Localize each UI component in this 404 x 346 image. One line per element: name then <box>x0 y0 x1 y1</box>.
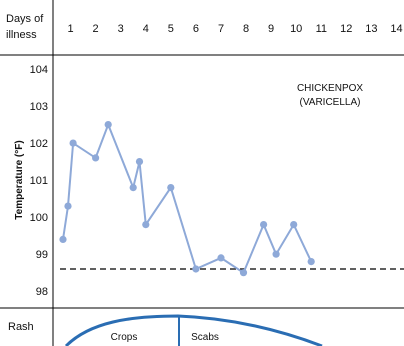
data-point <box>307 258 315 266</box>
day-tick-label: 1 <box>67 23 73 35</box>
day-tick-label: 2 <box>93 23 99 35</box>
rash-label: Rash <box>8 321 34 333</box>
data-point <box>92 154 100 162</box>
data-point <box>290 221 298 229</box>
y-tick-label: 103 <box>30 101 48 113</box>
day-tick-label: 9 <box>268 23 274 35</box>
day-tick-label: 6 <box>193 23 199 35</box>
y-tick-label: 101 <box>30 175 48 187</box>
data-point <box>135 158 144 166</box>
data-point <box>64 202 72 210</box>
day-tick-label: 8 <box>243 23 249 35</box>
y-tick-labels: 98 99 100 101 102 103 104 <box>30 64 48 298</box>
day-tick-labels: 1 2 3 4 5 6 7 8 9 10 11 12 13 14 <box>67 23 402 35</box>
data-point <box>260 221 268 229</box>
y-tick-label: 99 <box>36 249 48 261</box>
data-point <box>192 265 200 273</box>
temperature-series-line <box>62 121 313 275</box>
data-point <box>272 250 280 258</box>
y-tick-label: 104 <box>30 64 48 76</box>
y-tick-label: 102 <box>30 138 48 150</box>
temperature-points <box>59 121 315 277</box>
day-tick-label: 7 <box>218 23 224 35</box>
data-point <box>129 184 137 192</box>
disease-name: CHICKENPOX <box>297 83 363 94</box>
day-tick-label: 13 <box>365 23 377 35</box>
day-tick-label: 4 <box>143 23 149 35</box>
data-point <box>69 139 77 147</box>
day-tick-label: 14 <box>390 23 402 35</box>
data-point <box>167 184 175 192</box>
day-tick-label: 5 <box>168 23 174 35</box>
data-point <box>239 269 248 277</box>
days-of-illness-label: Days of <box>6 13 44 25</box>
day-tick-label: 3 <box>118 23 124 35</box>
day-tick-label: 10 <box>290 23 302 35</box>
disease-name-sub: (VARICELLA) <box>300 97 361 108</box>
y-tick-label: 100 <box>30 212 48 224</box>
day-tick-label: 12 <box>340 23 352 35</box>
data-point <box>104 121 112 129</box>
y-axis-title: Temperature (°F) <box>14 140 25 219</box>
crops-label: Crops <box>111 332 138 343</box>
days-of-illness-label-2: illness <box>6 29 37 41</box>
data-point <box>142 221 150 229</box>
y-tick-label: 98 <box>36 286 48 298</box>
scabs-label: Scabs <box>191 332 219 343</box>
data-point <box>59 235 67 243</box>
data-point <box>217 254 225 262</box>
day-tick-label: 11 <box>316 23 327 35</box>
